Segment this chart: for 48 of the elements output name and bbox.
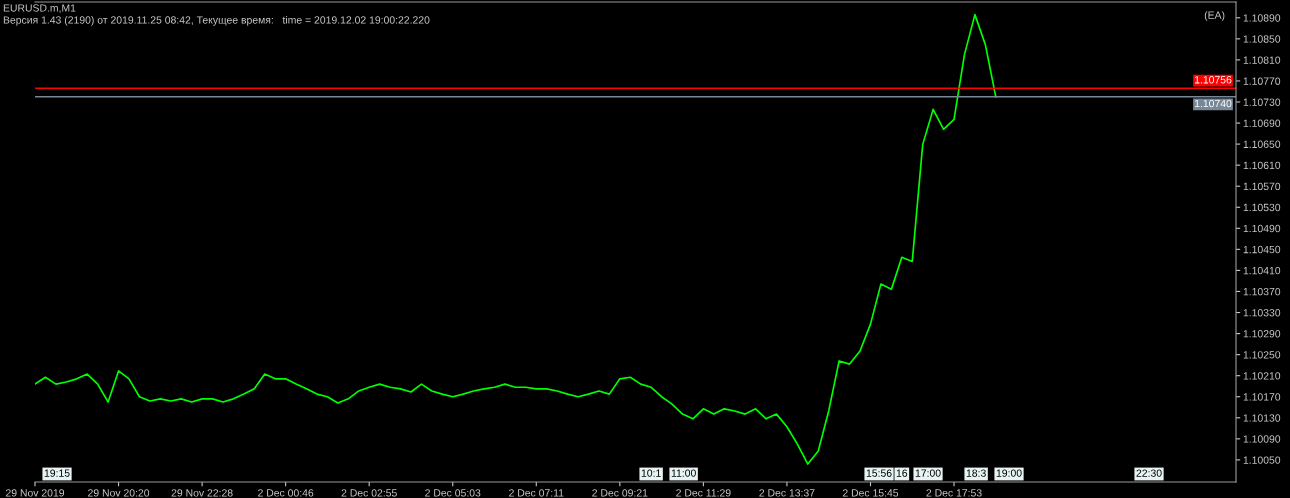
x-tick-label: 2 Dec 07:11 <box>509 489 564 497</box>
y-tick-label: 1.10650 <box>1243 140 1281 148</box>
x-tick-label: 2 Dec 09:21 <box>592 489 648 497</box>
y-tick-label: 1.10130 <box>1243 414 1281 422</box>
ref-line-label: 1.10740 <box>1194 99 1232 108</box>
y-tick-label: 1.10890 <box>1243 14 1281 22</box>
x-tick-label: 2 Dec 11:29 <box>676 489 731 497</box>
y-tick-label: 1.10250 <box>1243 351 1281 359</box>
x-tick-label: 2 Dec 15:45 <box>842 489 899 497</box>
y-tick-label: 1.10450 <box>1243 245 1281 254</box>
annotation: 15:56 <box>866 469 892 477</box>
y-tick-label: 1.10570 <box>1243 182 1281 191</box>
annotation: 18:3 <box>966 469 986 477</box>
y-tick-label: 1.10730 <box>1243 98 1281 106</box>
y-tick-label: 1.10050 <box>1243 456 1281 464</box>
y-tick-label: 1.10210 <box>1243 372 1281 380</box>
y-tick-label: 1.10690 <box>1243 119 1281 127</box>
x-tick-label: 2 Dec 00:46 <box>258 489 314 497</box>
y-tick-label: 1.10850 <box>1243 35 1281 43</box>
x-tick-label: 2 Dec 02:55 <box>341 489 397 497</box>
y-tick-label: 1.10490 <box>1243 224 1281 233</box>
y-tick-label: 1.10170 <box>1243 393 1281 401</box>
annotation: 17:00 <box>915 469 941 477</box>
text: Версия 1.43 (2190) от 2019.11.25 08:42, Текущее время: time = 2019.12.02 19:00:22.220 <box>3 16 430 26</box>
annotation: 10:1 <box>641 469 661 477</box>
annotation: 22:30 <box>1136 469 1162 477</box>
y-tick-label: 1.10610 <box>1243 161 1281 170</box>
x-tick-label: 29 Nov 20:20 <box>88 489 150 497</box>
y-tick-label: 1.10530 <box>1243 203 1281 212</box>
x-tick-label: 2 Dec 05:03 <box>425 489 481 497</box>
ref-line-label: 1.10756 <box>1194 76 1232 84</box>
annotation: 19:00 <box>996 469 1022 477</box>
y-tick-label: 1.10290 <box>1243 330 1281 338</box>
y-tick-label: 1.10370 <box>1243 287 1281 296</box>
annotation: 19:15 <box>44 469 70 477</box>
y-tick-label: 1.10330 <box>1243 309 1281 317</box>
x-tick-label: 29 Nov 22:28 <box>171 489 233 497</box>
x-tick-label: 29 Nov 2019 <box>5 489 65 497</box>
chart-title: EURUSD.m,M1 <box>3 4 76 13</box>
y-tick-label: 1.10090 <box>1243 435 1281 443</box>
y-tick-label: 1.10810 <box>1243 56 1281 64</box>
annotation: 11:00 <box>671 469 696 477</box>
annotation: 16 <box>896 469 908 477</box>
x-tick-label: 2 Dec 17:53 <box>926 489 982 497</box>
x-tick-label: 2 Dec 13:37 <box>759 489 815 497</box>
y-tick-label: 1.10770 <box>1243 77 1281 85</box>
y-tick-label: 1.10410 <box>1243 266 1281 275</box>
annotation: (EA) <box>1204 11 1225 21</box>
